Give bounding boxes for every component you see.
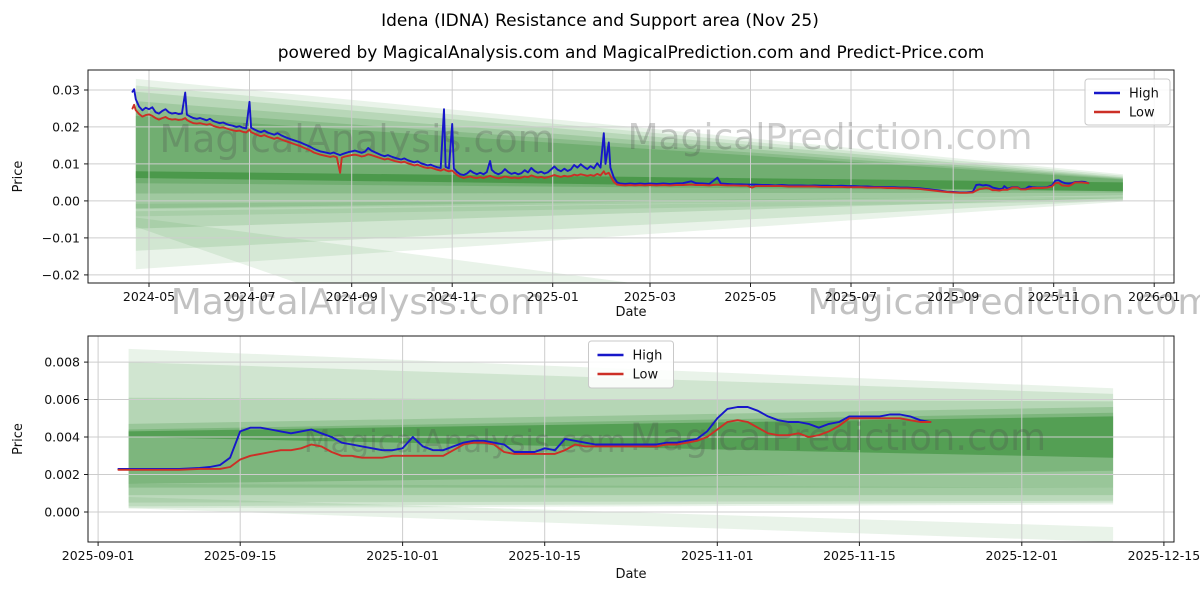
x-tick-label: 2025-10-01 xyxy=(366,548,439,563)
x-tick-label: 2024-07 xyxy=(223,289,275,304)
series-line-low xyxy=(117,417,932,471)
legend-label: Low xyxy=(633,368,659,383)
chart-2: MagicalAnalysis.com MagicalPrediction.com… xyxy=(11,335,1200,582)
support-resistance-band xyxy=(128,483,1114,507)
support-resistance-band xyxy=(135,109,1123,194)
y-tick-label: 0.02 xyxy=(52,119,80,134)
legend-label: Low xyxy=(1129,106,1155,121)
x-tick-label: 2025-09-01 xyxy=(62,548,135,563)
support-resistance-band xyxy=(128,497,1114,542)
x-tick-label: 2025-07 xyxy=(825,289,877,304)
series-line-low xyxy=(131,103,1090,194)
legend-label: High xyxy=(633,349,663,364)
watermark-magicalprediction: MagicalPrediction.com xyxy=(807,282,1200,323)
y-tick-label: 0.00 xyxy=(52,193,80,208)
x-tick-label: 2025-11-15 xyxy=(823,548,896,563)
y-tick-label: 0.004 xyxy=(44,430,80,445)
support-resistance-band xyxy=(135,196,1123,209)
x-tick-label: 2025-10-15 xyxy=(508,548,581,563)
legend-box xyxy=(1084,78,1171,126)
x-tick-label: 2025-11 xyxy=(1028,289,1080,304)
plot-area: MagicalAnalysis.com MagicalPrediction.com xyxy=(88,336,1174,542)
y-tick-label: 0.002 xyxy=(44,467,80,482)
plot-border xyxy=(87,69,1175,284)
y-tick-label: −0.01 xyxy=(42,230,80,245)
support-resistance-band xyxy=(135,91,1123,229)
x-tick-label: 2024-11 xyxy=(426,289,478,304)
support-resistance-band xyxy=(135,217,632,283)
figure-title: Idena (IDNA) Resistance and Support area… xyxy=(381,11,819,31)
x-tick-label: 2024-05 xyxy=(123,289,175,304)
series-line-high xyxy=(117,406,932,470)
x-tick-label: 2025-12-15 xyxy=(1128,548,1200,563)
x-tick-label: 2025-05 xyxy=(724,289,776,304)
x-axis-label: Date xyxy=(615,567,646,582)
plot-area: MagicalAnalysis.com MagicalPrediction.com xyxy=(88,70,1174,283)
x-tick-label: 2025-03 xyxy=(624,289,676,304)
x-tick-label: 2025-01 xyxy=(527,289,579,304)
x-tick-label: 2024-09 xyxy=(326,289,378,304)
plot-border xyxy=(87,335,1175,543)
support-resistance-band xyxy=(135,115,1123,192)
legend-label: High xyxy=(1129,87,1159,102)
x-tick-label: 2026-01 xyxy=(1128,289,1180,304)
y-tick-label: 0.000 xyxy=(44,505,80,520)
y-axis-label: Price xyxy=(11,161,26,193)
x-tick-label: 2025-11-01 xyxy=(681,548,754,563)
support-resistance-band xyxy=(135,197,1123,217)
y-tick-label: 0.03 xyxy=(52,83,80,98)
y-tick-label: 0.006 xyxy=(44,392,80,407)
legend-box xyxy=(588,340,674,389)
y-tick-label: −0.02 xyxy=(42,267,80,282)
watermark-magicalanalysis: MagicalAnalysis.com xyxy=(170,282,546,323)
figure-subtitle: powered by MagicalAnalysis.com and Magic… xyxy=(277,43,985,63)
y-tick-label: 0.008 xyxy=(44,355,80,370)
y-tick-label: 0.01 xyxy=(52,156,80,171)
x-tick-label: 2025-12-01 xyxy=(985,548,1058,563)
x-axis-label: Date xyxy=(615,305,646,320)
x-tick-label: 2025-09 xyxy=(927,289,979,304)
watermark-text: MagicalPrediction.com xyxy=(628,117,1033,158)
y-axis-label: Price xyxy=(11,423,26,455)
x-tick-label: 2025-09-15 xyxy=(204,548,277,563)
chart-1: MagicalAnalysis.com MagicalPrediction.com… xyxy=(11,69,1180,320)
